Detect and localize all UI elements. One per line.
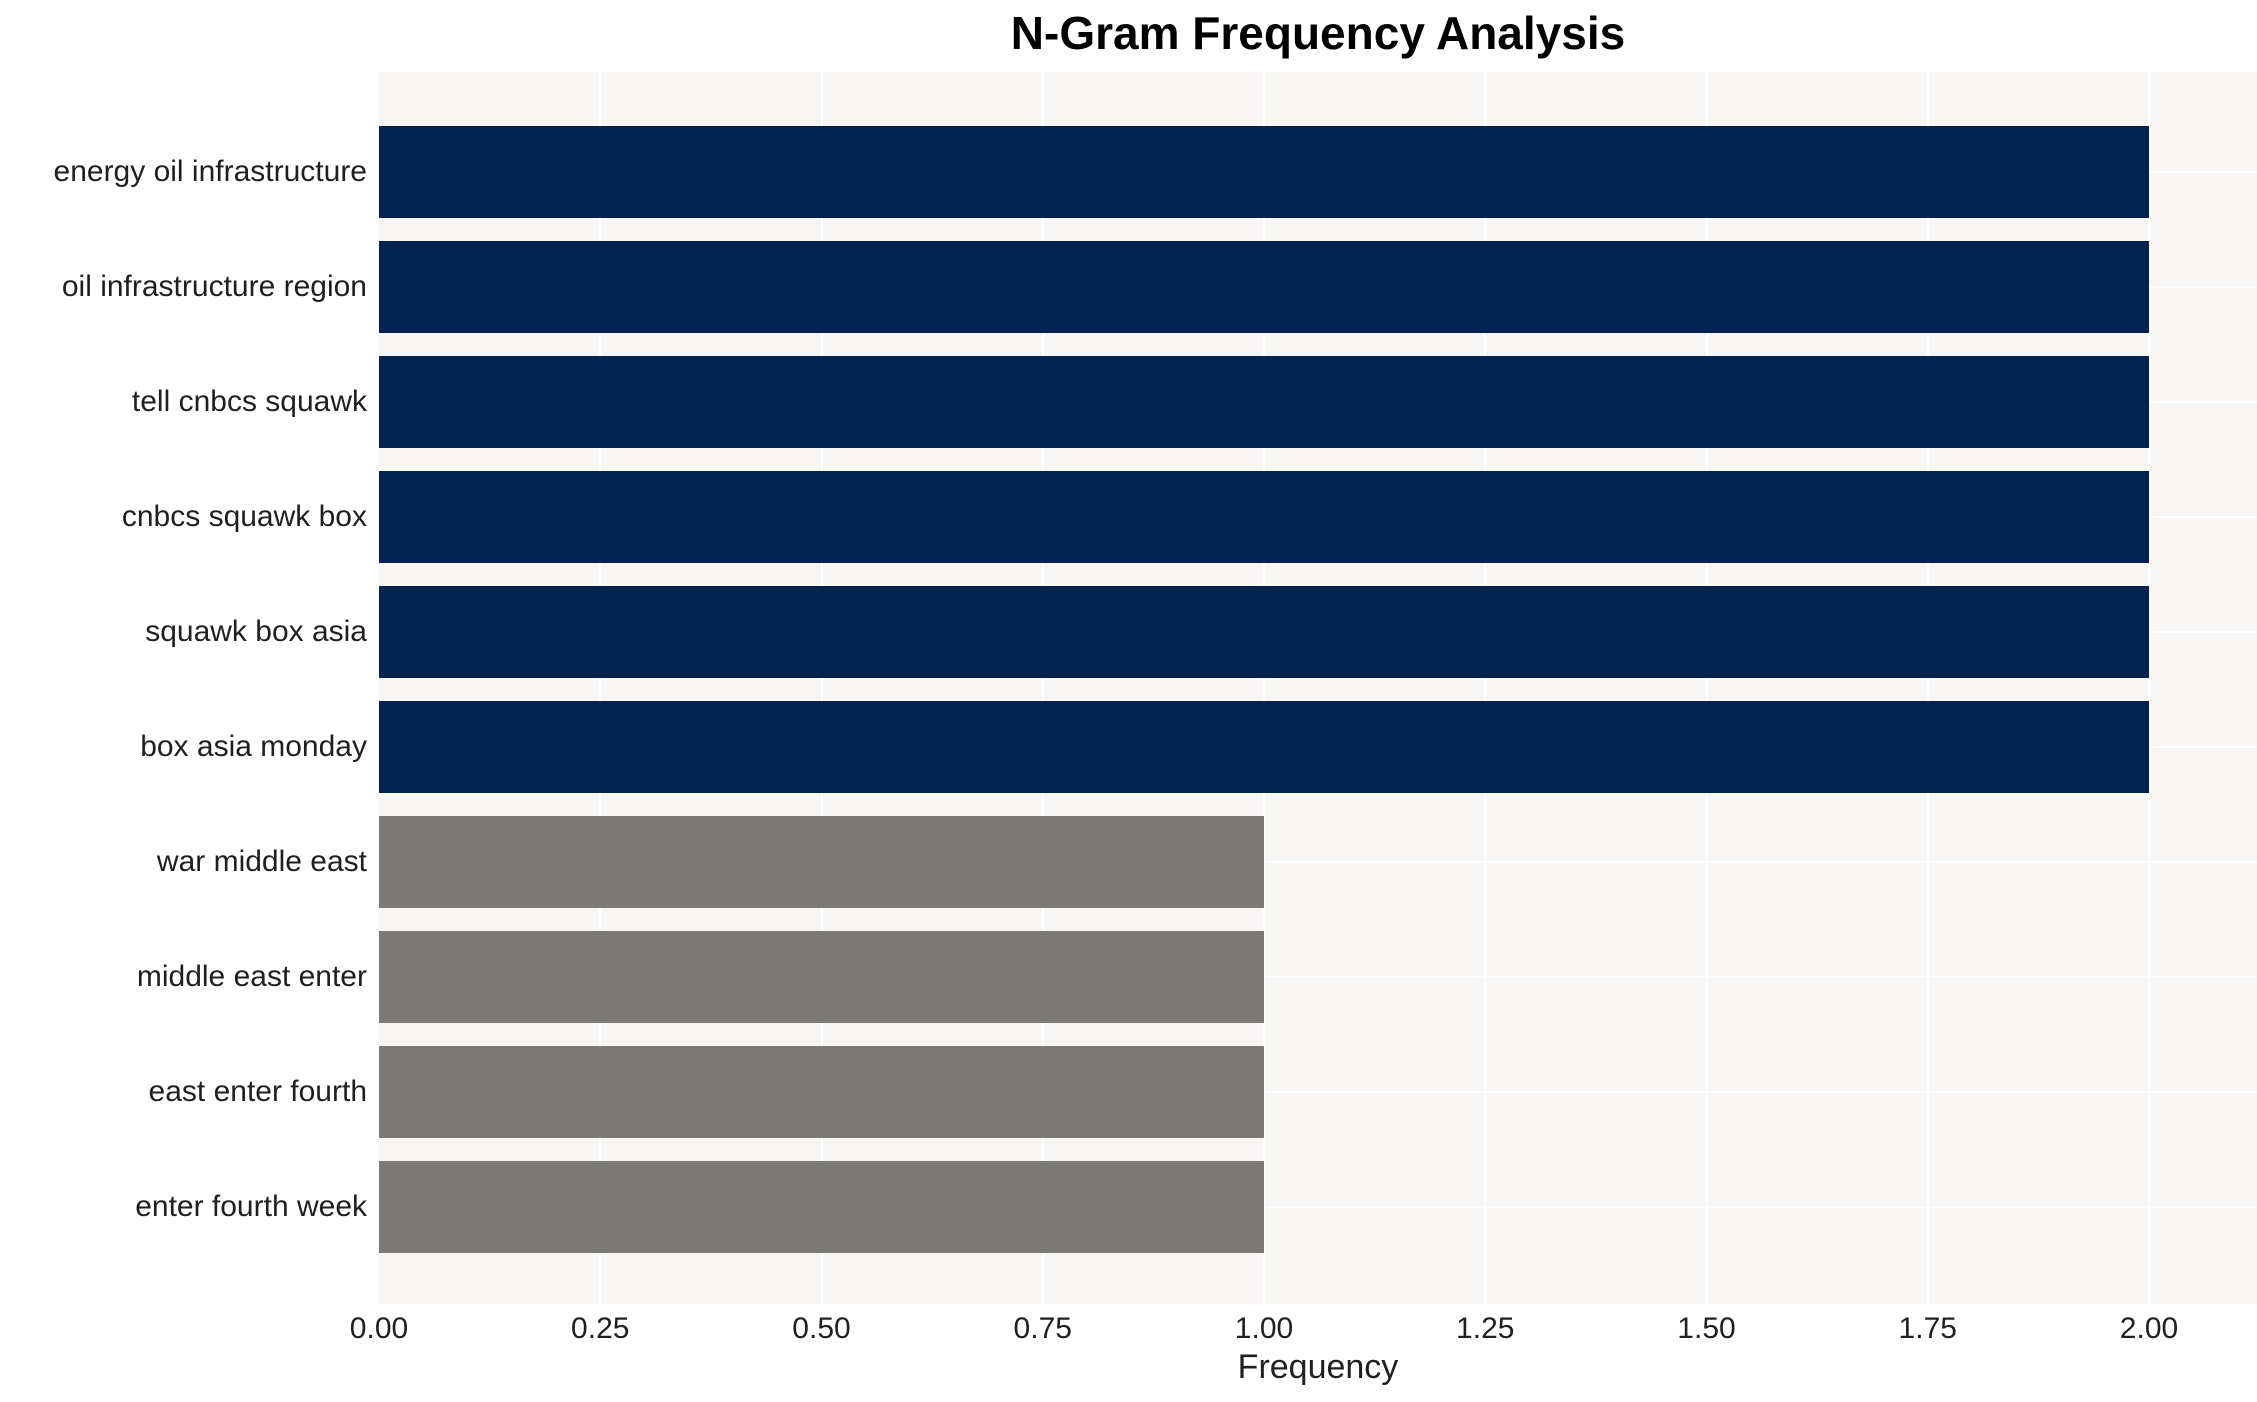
vertical-gridline xyxy=(1041,72,1044,1304)
bar xyxy=(379,700,2149,793)
y-tick-label: cnbcs squawk box xyxy=(121,499,367,533)
bar xyxy=(379,585,2149,678)
x-tick-label: 0.25 xyxy=(571,1312,630,1345)
y-tick-label: war middle east xyxy=(156,844,367,878)
x-tick-label: 1.50 xyxy=(1677,1312,1736,1345)
plot-area xyxy=(379,72,2257,1304)
x-tick-label: 1.00 xyxy=(1234,1312,1294,1345)
y-tick-label: tell cnbcs squawk xyxy=(131,384,367,418)
bar xyxy=(379,355,2149,448)
y-tick-label: box asia monday xyxy=(140,729,367,763)
y-tick-label: squawk box asia xyxy=(145,614,367,648)
vertical-gridline xyxy=(1926,72,1929,1304)
x-tick-label: 0.75 xyxy=(1013,1312,1072,1345)
y-tick-label: middle east enter xyxy=(136,959,367,993)
x-tick-label: 2.00 xyxy=(2119,1312,2179,1345)
bar xyxy=(379,240,2149,333)
vertical-gridline xyxy=(1263,72,1265,1304)
bar xyxy=(379,470,2149,563)
bar xyxy=(379,1160,1264,1253)
x-tick-label: 1.25 xyxy=(1456,1312,1515,1345)
vertical-gridline xyxy=(2148,72,2150,1304)
y-tick-label: enter fourth week xyxy=(135,1189,367,1223)
x-axis-label: Frequency xyxy=(1237,1348,1399,1386)
bar xyxy=(379,1045,1264,1138)
vertical-gridline xyxy=(1484,72,1487,1304)
x-tick-label: 0.00 xyxy=(349,1312,409,1345)
y-tick-label: east enter fourth xyxy=(148,1074,367,1108)
bar xyxy=(379,125,2149,218)
chart-title: N-Gram Frequency Analysis xyxy=(1010,7,1626,59)
bar xyxy=(379,930,1264,1023)
y-tick-label: oil infrastructure region xyxy=(61,269,367,303)
vertical-gridline xyxy=(1705,72,1708,1304)
horizontal-gridline xyxy=(379,1205,2257,1208)
horizontal-gridline xyxy=(379,860,2257,863)
horizontal-gridline xyxy=(379,975,2257,978)
horizontal-gridline xyxy=(379,1090,2257,1093)
vertical-gridline xyxy=(820,72,823,1304)
x-tick-label: 0.50 xyxy=(792,1312,851,1345)
bar xyxy=(379,815,1264,908)
x-tick-label: 1.75 xyxy=(1898,1312,1957,1345)
y-tick-label: energy oil infrastructure xyxy=(53,154,367,188)
vertical-gridline xyxy=(599,72,602,1304)
